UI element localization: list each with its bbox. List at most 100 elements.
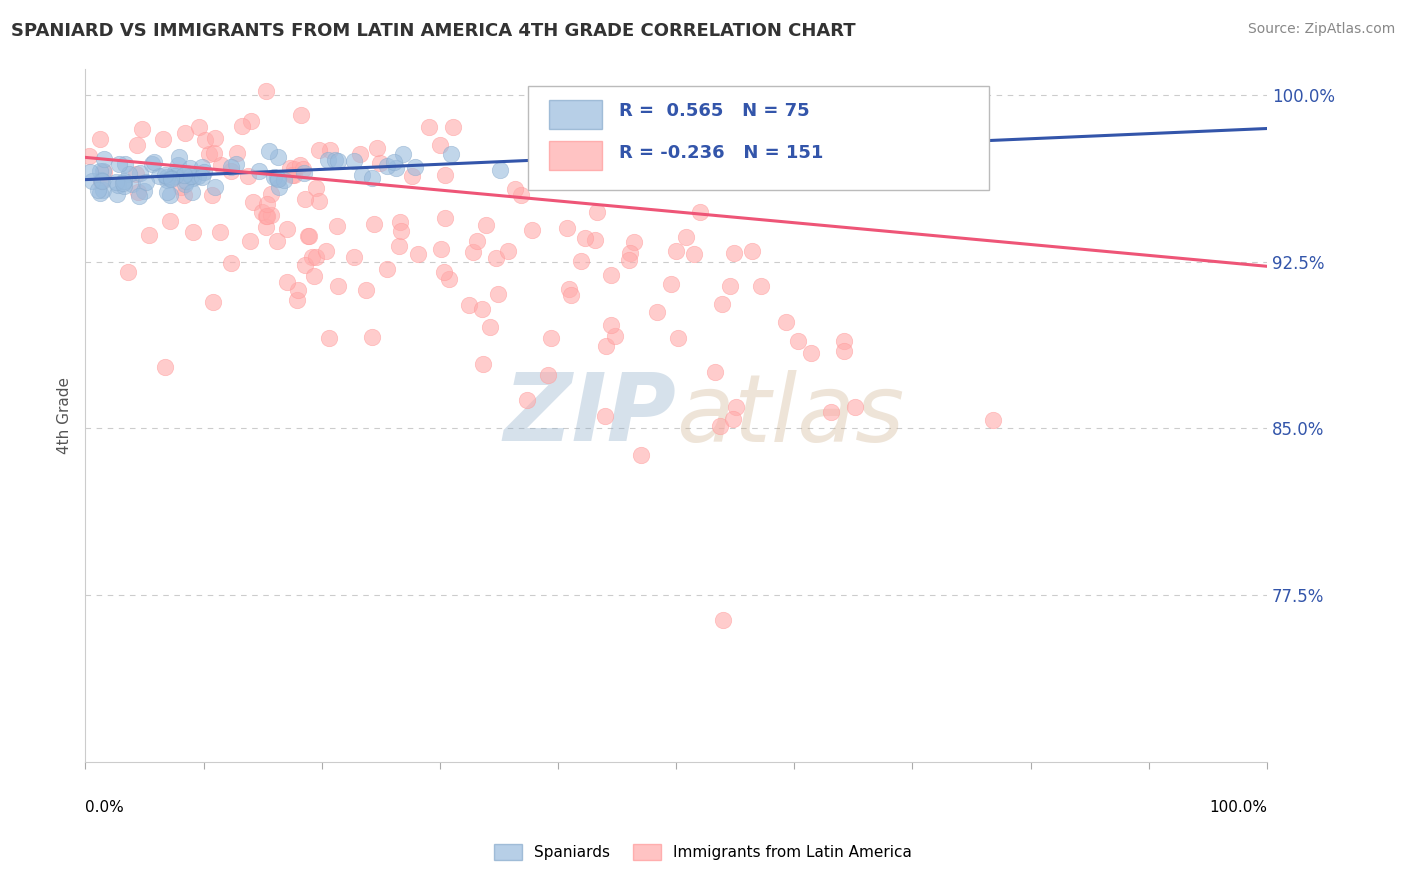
Point: [193, 165, 215, 179]
Point: [388, 214, 411, 228]
Point: [401, 169, 423, 183]
Point: [474, 219, 496, 233]
Point: [458, 298, 481, 312]
Point: [305, 250, 328, 264]
Point: [434, 168, 457, 182]
Point: [254, 219, 277, 234]
Point: [201, 294, 224, 309]
Point: [167, 158, 190, 172]
Point: [569, 254, 592, 268]
Point: [665, 244, 688, 258]
Point: [485, 251, 508, 265]
Point: [283, 161, 305, 176]
Point: [342, 251, 364, 265]
Point: [90, 173, 112, 187]
Point: [294, 192, 316, 206]
Point: [89, 164, 111, 178]
Point: [238, 169, 260, 183]
Point: [328, 154, 350, 169]
Point: [363, 217, 385, 231]
Point: [208, 225, 231, 239]
Point: [155, 360, 177, 375]
Point: [93, 165, 115, 179]
Point: [219, 160, 242, 174]
Point: [221, 164, 243, 178]
Point: [645, 305, 668, 319]
Point: [174, 177, 197, 191]
Point: [267, 172, 290, 186]
Point: [242, 194, 264, 209]
Point: [391, 146, 413, 161]
Point: [599, 268, 621, 282]
Point: [718, 278, 741, 293]
Point: [254, 84, 277, 98]
Point: [617, 252, 640, 267]
Point: [540, 169, 562, 183]
Point: [471, 302, 494, 317]
Point: [389, 224, 412, 238]
Point: [87, 183, 110, 197]
Point: [595, 339, 617, 353]
Point: [156, 173, 179, 187]
Point: [465, 234, 488, 248]
Point: [105, 186, 128, 201]
Point: [486, 287, 509, 301]
Point: [488, 162, 510, 177]
Point: [132, 184, 155, 198]
Point: [557, 220, 579, 235]
Point: [114, 157, 136, 171]
Point: [516, 392, 538, 407]
Point: [775, 315, 797, 329]
Point: [318, 153, 340, 168]
Point: [174, 174, 197, 188]
Point: [290, 158, 312, 172]
Point: [141, 157, 163, 171]
Point: [266, 171, 288, 186]
Point: [204, 179, 226, 194]
Point: [179, 161, 201, 175]
Point: [574, 231, 596, 245]
Point: [384, 161, 406, 176]
Point: [201, 187, 224, 202]
Point: [125, 167, 148, 181]
Point: [283, 169, 305, 183]
Point: [225, 146, 247, 161]
Point: [659, 277, 682, 291]
Point: [180, 169, 202, 183]
Text: 0.0%: 0.0%: [86, 800, 124, 815]
Point: [187, 120, 209, 134]
Text: ZIP: ZIP: [503, 369, 676, 461]
Point: [786, 334, 808, 348]
Point: [294, 258, 316, 272]
Point: [112, 179, 135, 194]
Point: [308, 194, 330, 209]
Point: [675, 230, 697, 244]
Point: [292, 165, 315, 179]
Point: [156, 169, 179, 184]
Point: [239, 113, 262, 128]
Point: [197, 147, 219, 161]
Point: [433, 211, 456, 225]
Point: [350, 168, 373, 182]
Point: [430, 242, 453, 256]
Point: [285, 293, 308, 307]
Point: [160, 171, 183, 186]
Point: [689, 205, 711, 219]
Point: [204, 130, 226, 145]
Point: [505, 182, 527, 196]
Point: [159, 188, 181, 202]
Point: [433, 264, 456, 278]
Point: [540, 174, 562, 188]
Point: [148, 169, 170, 184]
Point: [361, 170, 384, 185]
Point: [276, 222, 298, 236]
Legend: Spaniards, Immigrants from Latin America: Spaniards, Immigrants from Latin America: [488, 838, 918, 866]
Point: [406, 246, 429, 260]
Point: [315, 244, 337, 258]
Point: [267, 150, 290, 164]
Point: [281, 168, 304, 182]
Point: [256, 209, 278, 223]
Point: [440, 147, 463, 161]
Bar: [548, 141, 602, 170]
Point: [297, 229, 319, 244]
